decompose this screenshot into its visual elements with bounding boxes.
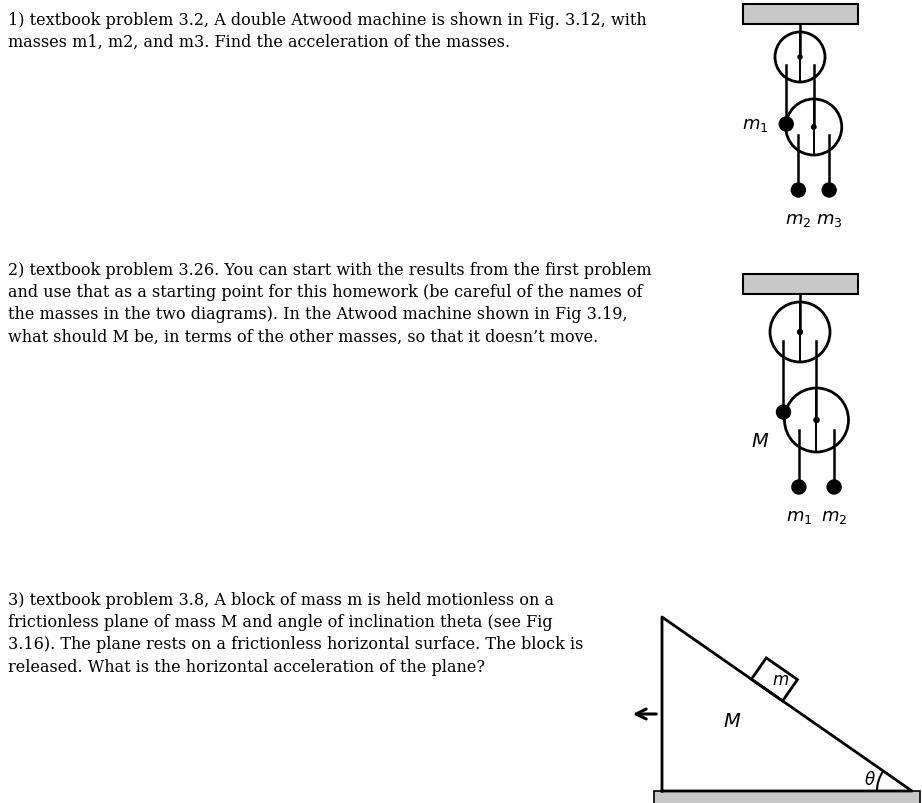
Text: $M$: $M$	[751, 433, 770, 450]
Circle shape	[798, 330, 802, 335]
Circle shape	[822, 184, 836, 198]
Text: $m_3$: $m_3$	[816, 210, 843, 229]
Text: $\theta$: $\theta$	[864, 770, 876, 788]
Circle shape	[811, 125, 816, 130]
Bar	[742, 275, 857, 295]
Text: 1) textbook problem 3.2, A double Atwood machine is shown in Fig. 3.12, with
mas: 1) textbook problem 3.2, A double Atwood…	[8, 12, 646, 51]
Circle shape	[792, 480, 806, 495]
Circle shape	[791, 184, 805, 198]
Text: $M$: $M$	[723, 712, 741, 730]
Text: $m_2$: $m_2$	[821, 507, 847, 525]
Bar	[742, 5, 857, 25]
Circle shape	[814, 418, 819, 423]
Text: $m_2$: $m_2$	[786, 210, 811, 229]
Text: $m$: $m$	[772, 671, 789, 688]
Text: $m_1$: $m_1$	[786, 507, 812, 525]
Circle shape	[827, 480, 841, 495]
Circle shape	[776, 406, 790, 419]
Text: $m_1$: $m_1$	[742, 116, 768, 134]
Circle shape	[798, 56, 802, 60]
Circle shape	[779, 118, 793, 132]
Bar	[654, 791, 920, 803]
Text: 2) textbook problem 3.26. You can start with the results from the first problem
: 2) textbook problem 3.26. You can start …	[8, 262, 652, 345]
Text: 3) textbook problem 3.8, A block of mass m is held motionless on a
frictionless : 3) textbook problem 3.8, A block of mass…	[8, 591, 584, 675]
